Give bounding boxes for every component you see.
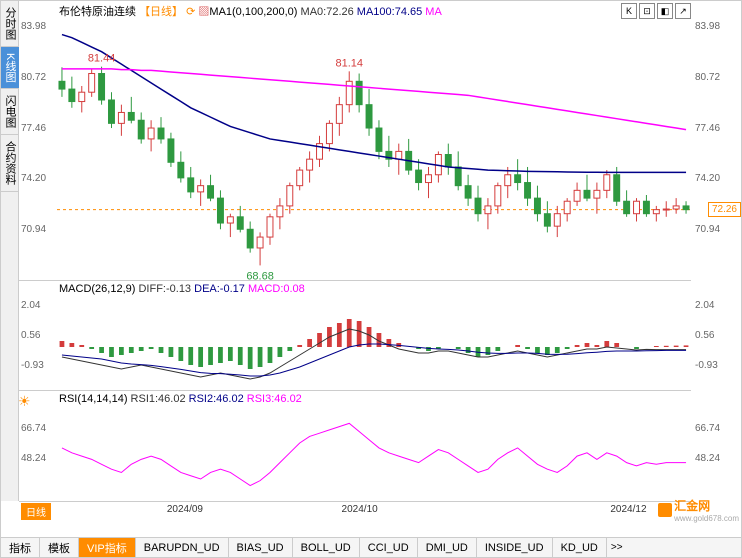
sidebar-item-3[interactable]: 合约资料 xyxy=(1,135,19,192)
indicator-tab-3[interactable]: BARUPDN_UD xyxy=(136,538,229,557)
ma-config: MA1(0,100,200,0) xyxy=(209,6,297,18)
time-label: 2024/12 xyxy=(610,504,646,515)
main-left-axis: 70.9474.2077.4680.7283.98 xyxy=(19,1,57,281)
rsi-panel[interactable]: RSI(14,14,14) RSI1:46.02 RSI2:46.02 RSI3… xyxy=(19,391,691,501)
indicator-tab-2[interactable]: VIP指标 xyxy=(79,538,136,557)
chart-container: 分时图K线图闪电图合约资料 K⊡◧↗ 布伦特原油连续 【日线】 ⟳ ▧MA1(0… xyxy=(0,0,742,558)
sidebar-item-2[interactable]: 闪电图 xyxy=(1,89,19,135)
svg-text:81.44: 81.44 xyxy=(88,53,116,65)
logo: 汇金网 www.gold678.com xyxy=(658,501,739,519)
indicator-tab-7[interactable]: DMI_UD xyxy=(418,538,477,557)
sidebar: 分时图K线图闪电图合约资料 xyxy=(1,1,19,501)
rsi-svg xyxy=(19,391,691,501)
indicator-tab-5[interactable]: BOLL_UD xyxy=(293,538,360,557)
logo-text: 汇金网 xyxy=(674,497,739,514)
refresh-icon[interactable]: ⟳ xyxy=(186,6,195,18)
scroll-right-icon[interactable]: >> xyxy=(607,540,627,555)
time-axis: 日线 2024/09 2024/10 2024/12 xyxy=(19,501,691,519)
rsi2-label: RSI2:46.02 xyxy=(189,393,244,405)
main-right-axis: 70.9474.2077.4680.7283.9872.26 xyxy=(691,1,741,281)
main-chart-header: 布伦特原油连续 【日线】 ⟳ ▧MA1(0,100,200,0) MA0:72.… xyxy=(59,3,442,19)
indicator-tab-1[interactable]: 模板 xyxy=(40,538,79,557)
rsi3-label: RSI3:46.02 xyxy=(247,393,302,405)
ma0-label: MA0:72.26 xyxy=(301,6,354,18)
sidebar-item-0[interactable]: 分时图 xyxy=(1,1,19,47)
rsi-left-axis: 48.2466.74 xyxy=(19,391,57,501)
candlestick-svg: 81.44 81.14 68.68 xyxy=(19,1,691,280)
macd-dea: DEA:-0.17 xyxy=(194,283,245,295)
logo-url: www.gold678.com xyxy=(674,514,739,523)
indicator-tab-8[interactable]: INSIDE_UD xyxy=(477,538,553,557)
macd-right-axis: -0.930.562.04 xyxy=(691,281,741,391)
rsi-config: RSI(14,14,14) xyxy=(59,393,127,405)
macd-panel[interactable]: MACD(26,12,9) DIFF:-0.13 DEA:-0.17 MACD:… xyxy=(19,281,691,391)
indicator-tab-4[interactable]: BIAS_UD xyxy=(229,538,293,557)
bottom-tabs: 指标模板VIP指标BARUPDN_UDBIAS_UDBOLL_UDCCI_UDD… xyxy=(1,537,741,557)
timeframe-label: 【日线】 xyxy=(139,6,183,18)
time-label: 2024/09 xyxy=(167,504,203,515)
chart-area: K⊡◧↗ 布伦特原油连续 【日线】 ⟳ ▧MA1(0,100,200,0) MA… xyxy=(19,1,741,501)
macd-svg xyxy=(19,281,691,390)
rsi-right-axis: 48.2466.74 xyxy=(691,391,741,501)
svg-text:68.68: 68.68 xyxy=(246,270,274,280)
timeframe-tag[interactable]: 日线 xyxy=(21,503,51,520)
svg-text:81.14: 81.14 xyxy=(335,57,363,69)
macd-diff: DIFF:-0.13 xyxy=(138,283,191,295)
macd-left-axis: -0.930.562.04 xyxy=(19,281,57,391)
indicator-tab-6[interactable]: CCI_UD xyxy=(360,538,418,557)
macd-value: MACD:0.08 xyxy=(248,283,305,295)
instrument-title: 布伦特原油连续 xyxy=(59,6,136,18)
sidebar-item-1[interactable]: K线图 xyxy=(1,47,19,89)
rsi1-label: RSI1:46.02 xyxy=(131,393,186,405)
indicator-tab-0[interactable]: 指标 xyxy=(1,538,40,557)
macd-header: MACD(26,12,9) DIFF:-0.13 DEA:-0.17 MACD:… xyxy=(59,283,305,295)
rsi-header: RSI(14,14,14) RSI1:46.02 RSI2:46.02 RSI3… xyxy=(59,393,302,405)
indicator-tab-9[interactable]: KD_UD xyxy=(553,538,607,557)
ma-extra: MA xyxy=(425,6,442,18)
ma100-label: MA100:74.65 xyxy=(357,6,422,18)
time-label: 2024/10 xyxy=(342,504,378,515)
macd-config: MACD(26,12,9) xyxy=(59,283,135,295)
main-candlestick-chart[interactable]: 布伦特原油连续 【日线】 ⟳ ▧MA1(0,100,200,0) MA0:72.… xyxy=(19,1,691,281)
logo-icon xyxy=(658,503,672,517)
ma-config-icon: ▧ xyxy=(198,6,209,18)
